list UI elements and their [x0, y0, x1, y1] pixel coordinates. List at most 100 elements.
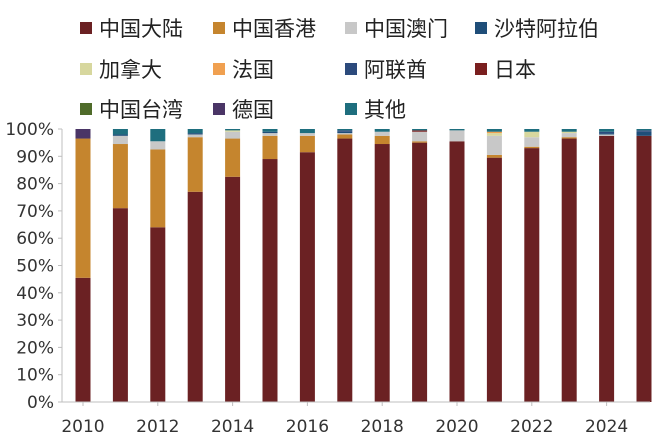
bar-stack	[187, 129, 203, 402]
bar-segment	[636, 131, 652, 136]
bar-segment	[412, 141, 428, 143]
bar-stack	[412, 129, 428, 402]
legend-swatch	[213, 22, 225, 34]
bar-segment	[112, 135, 128, 145]
bar-segment	[524, 129, 540, 132]
legend-swatch	[475, 22, 487, 34]
bar-segment	[225, 176, 241, 402]
bar-segment	[599, 131, 615, 134]
bar-segment	[599, 134, 615, 136]
bar-stack	[636, 129, 652, 402]
y-tick-label: 70%	[16, 202, 54, 222]
bar-segment	[412, 130, 428, 132]
y-tick-label: 100%	[5, 120, 54, 140]
bar-segment	[225, 130, 241, 132]
bar-segment	[561, 131, 577, 134]
bar-segment	[225, 138, 241, 177]
legend-label: 日本	[494, 58, 536, 82]
bar-segment	[486, 157, 502, 402]
bar-stack	[75, 129, 91, 402]
y-tick-label: 80%	[16, 175, 54, 195]
bar-stack	[524, 129, 540, 402]
bar-segment	[187, 137, 203, 192]
x-axis: 2010 2012 2014 2016 2018 2020 2022 2024	[61, 401, 650, 437]
x-tick-label: 2010	[61, 417, 104, 437]
bar-stack	[337, 129, 353, 402]
bars	[75, 129, 652, 402]
bar-segment	[486, 135, 502, 155]
bar-segment	[337, 129, 353, 131]
y-tick-label: 40%	[16, 284, 54, 304]
bar-segment	[262, 135, 278, 160]
legend-swatch	[345, 63, 357, 75]
x-tick-label: 2020	[435, 417, 478, 437]
legend-item: 中国香港	[213, 17, 316, 41]
x-tick-label: 2022	[510, 417, 553, 437]
bar-segment	[486, 129, 502, 132]
legend-swatch	[213, 63, 225, 75]
legend-swatch	[345, 103, 357, 115]
bar-segment	[374, 135, 390, 145]
bar-segment	[486, 131, 502, 134]
bar-segment	[561, 133, 577, 138]
legend-item: 沙特阿拉伯	[475, 17, 599, 41]
y-axis: 0% 10% 20% 30% 40% 50% 60% 70% 80% 90% 100%	[5, 120, 63, 413]
legend-swatch	[80, 103, 92, 115]
legend-item: 中国台湾	[80, 98, 183, 122]
bar-segment	[374, 131, 390, 136]
legend-item: 加拿大	[80, 58, 162, 82]
legend-label: 中国澳门	[364, 17, 448, 41]
bar-segment	[486, 154, 502, 158]
legend-swatch	[475, 63, 487, 75]
bar-segment	[636, 135, 652, 402]
legend-item: 德国	[213, 98, 274, 122]
legend-item: 中国澳门	[345, 17, 448, 41]
bar-segment	[486, 133, 502, 136]
bar-stack	[561, 129, 577, 402]
x-tick-label: 2024	[585, 417, 628, 437]
bar-segment	[187, 133, 203, 135]
bar-segment	[524, 146, 540, 149]
y-tick-label: 50%	[16, 257, 54, 277]
legend-label: 中国台湾	[99, 98, 183, 122]
bar-segment	[337, 134, 353, 139]
legend-label: 中国大陆	[99, 17, 183, 41]
bar-segment	[75, 138, 91, 278]
bar-segment	[299, 152, 315, 402]
bar-segment	[150, 149, 166, 228]
bar-stack	[150, 129, 166, 402]
bar-segment	[262, 129, 278, 132]
bar-segment	[150, 129, 166, 142]
legend-swatch	[213, 103, 225, 115]
bar-segment	[412, 129, 428, 131]
bar-segment	[299, 135, 315, 153]
bar-segment	[412, 142, 428, 402]
y-tick-label: 90%	[16, 147, 54, 167]
bar-segment	[262, 159, 278, 402]
legend-item: 法国	[213, 58, 274, 82]
legend-swatch	[80, 63, 92, 75]
bar-segment	[599, 129, 615, 132]
bar-segment	[187, 129, 203, 134]
bar-segment	[337, 133, 353, 135]
bar-segment	[337, 130, 353, 132]
bar-stack	[225, 129, 241, 402]
legend-item: 阿联酋	[345, 58, 427, 82]
bar-segment	[187, 134, 203, 138]
bar-segment	[75, 277, 91, 402]
legend-item: 其他	[345, 98, 406, 122]
bar-stack	[299, 129, 315, 402]
bar-stack	[599, 129, 615, 402]
bar-stack	[374, 129, 390, 402]
bar-segment	[299, 133, 315, 136]
bar-segment	[599, 135, 615, 402]
legend-label: 其他	[364, 98, 406, 122]
legend-item: 日本	[475, 58, 536, 82]
legend-label: 中国香港	[232, 17, 316, 41]
bar-segment	[225, 131, 241, 139]
bar-segment	[412, 131, 428, 142]
bar-segment	[524, 137, 540, 147]
